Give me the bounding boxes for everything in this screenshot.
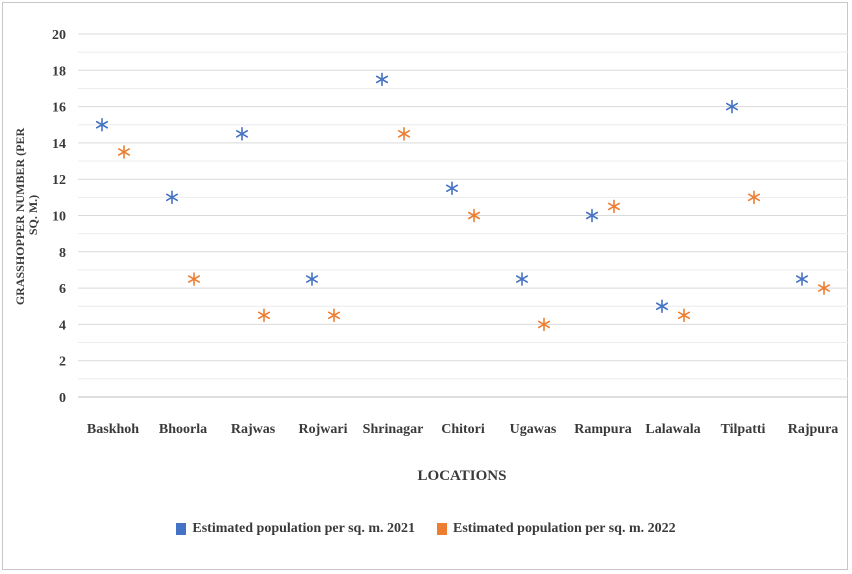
y-tick-label: 14 <box>52 137 66 152</box>
data-point-series-1 <box>515 272 529 286</box>
data-point-series-2 <box>397 127 411 141</box>
data-point-series-2 <box>677 308 691 323</box>
legend-item-2022: Estimated population per sq. m. 2022 <box>437 521 676 537</box>
y-tick-label: 0 <box>59 391 66 406</box>
data-point-series-2 <box>117 145 131 159</box>
legend-swatch-2022 <box>437 523 447 535</box>
y-tick-label: 20 <box>52 28 66 43</box>
x-axis-label: LOCATIONS <box>418 468 507 484</box>
data-point-series-2 <box>607 199 621 214</box>
x-axis-ticks: Baskhoh Bhoorla Rajwas Rojwari Shrinagar Chit… <box>87 422 838 437</box>
data-point-series-2 <box>327 308 341 323</box>
y-tick-label: 2 <box>59 355 66 370</box>
data-point-series-1 <box>375 72 389 87</box>
x-tick-label: Bhoorla <box>159 422 207 437</box>
data-point-series-1 <box>795 272 809 286</box>
y-tick-label: 12 <box>52 173 66 188</box>
data-point-series-1 <box>305 272 319 286</box>
data-point-series-1 <box>95 117 109 132</box>
y-tick-label: 10 <box>52 210 66 225</box>
data-point-series-2 <box>467 208 481 223</box>
data-point-series-1 <box>585 208 599 223</box>
data-point-series-2 <box>747 190 761 205</box>
data-point-series-1 <box>445 181 459 196</box>
data-point-series-1 <box>655 299 669 314</box>
data-point-series-2 <box>537 317 551 332</box>
data-points <box>95 72 831 332</box>
y-axis-label-line-1: GRASSHOPPER NUMBER (PER <box>13 127 27 305</box>
x-tick-label: Chitori <box>441 422 485 437</box>
y-tick-label: 4 <box>59 318 66 333</box>
y-axis-label-line-2: SQ. M.) <box>26 195 40 235</box>
legend-swatch-2021 <box>176 523 187 535</box>
x-tick-label: Rojwari <box>299 422 348 437</box>
data-point-series-2 <box>817 281 831 295</box>
y-tick-label: 18 <box>52 64 66 79</box>
legend: Estimated population per sq. m. 2021 Est… <box>0 521 852 537</box>
y-tick-label: 16 <box>52 101 66 116</box>
legend-item-2021: Estimated population per sq. m. 2021 <box>176 521 415 537</box>
x-tick-label: Shrinagar <box>363 422 424 437</box>
x-tick-label: Ugawas <box>510 422 557 437</box>
x-tick-label: Rajwas <box>231 422 276 437</box>
x-tick-label: Rajpura <box>788 422 839 437</box>
data-point-series-1 <box>165 190 179 205</box>
x-tick-label: Tilpatti <box>721 422 766 437</box>
y-axis-ticks: 0 2 4 6 8 10 12 14 16 18 20 <box>52 28 66 406</box>
data-point-series-1 <box>725 99 739 114</box>
x-tick-label: Rampura <box>574 422 632 437</box>
data-point-series-1 <box>235 127 249 141</box>
legend-label-2022: Estimated population per sq. m. 2022 <box>453 521 676 536</box>
legend-label-2021: Estimated population per sq. m. 2021 <box>192 521 415 536</box>
y-axis-label: GRASSHOPPER NUMBER (PER SQ. M.) <box>13 125 40 305</box>
data-point-series-2 <box>257 308 271 323</box>
y-tick-label: 6 <box>59 282 66 297</box>
y-tick-label: 8 <box>59 246 66 261</box>
x-tick-label: Lalawala <box>645 422 700 437</box>
gridlines <box>78 33 848 398</box>
x-tick-label: Baskhoh <box>87 422 139 437</box>
data-point-series-2 <box>187 272 201 286</box>
